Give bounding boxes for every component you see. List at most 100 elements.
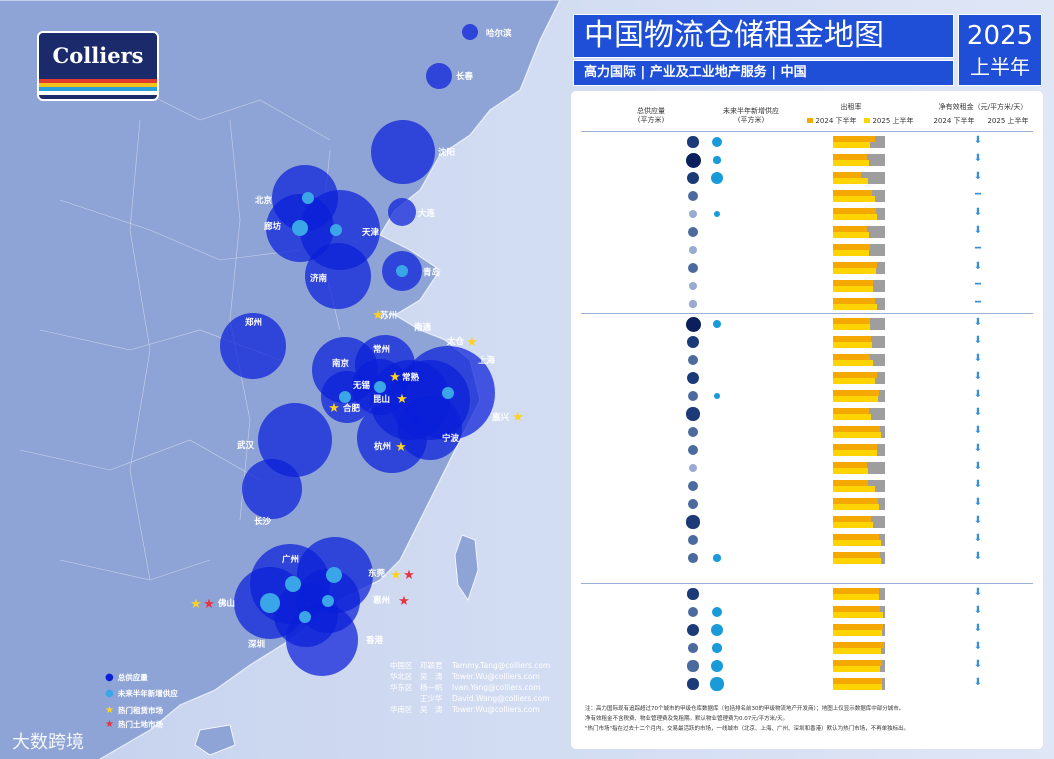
header-occ-cur: 2025 上半年: [861, 117, 917, 126]
city-label: 武汉: [237, 440, 255, 451]
occupancy-bar-cur: [833, 268, 876, 274]
table-row: ⬇: [571, 459, 1043, 477]
new-supply-bubble: [442, 387, 454, 399]
contact-email[interactable]: Tower.Wu@colliers.com: [452, 672, 540, 681]
occupancy-bar-cur: [833, 504, 879, 510]
total-supply-bubble: [426, 63, 452, 89]
contact-email[interactable]: Ivan.Yang@colliers.com: [452, 683, 541, 692]
occupancy-bar-cur: [833, 684, 882, 690]
occupancy-bar-prev: [833, 354, 870, 360]
header-rent-cur: 2025 上半年: [987, 117, 1029, 125]
contact-email[interactable]: Tower.Wu@colliers.com: [452, 705, 540, 714]
city-label: 苏州: [380, 310, 397, 321]
occupancy-bar-prev: [833, 154, 867, 160]
new-supply-bubble: [330, 224, 342, 236]
table-row: ⬇: [571, 477, 1043, 495]
watermark: 大数跨境: [12, 732, 84, 753]
city-label: 南京: [332, 358, 350, 369]
total-supply-dot: [687, 678, 699, 690]
total-supply-dot: [688, 209, 698, 219]
occupancy-bar-prev: [833, 462, 868, 468]
dash-icon: ━: [974, 297, 982, 308]
occupancy-bar-prev: [833, 606, 880, 612]
hot-market-star-icon: ★: [389, 370, 401, 385]
arrow-down-icon: ⬇: [973, 389, 983, 400]
table-row: ⬇: [571, 405, 1043, 423]
dash-icon: ━: [974, 243, 982, 254]
occupancy-bar-prev: [833, 480, 869, 486]
occupancy-bar-prev: [833, 190, 872, 196]
occupancy-bar-prev: [833, 516, 872, 522]
arrow-down-icon: ⬇: [973, 207, 983, 218]
occupancy-bar: [833, 660, 885, 672]
city-label: 常州: [373, 344, 390, 355]
occupancy-bar: [833, 372, 885, 384]
page-subtitle: 高力国际 | 产业及工业地产服务 | 中国: [573, 60, 954, 86]
total-supply-dot: [688, 463, 698, 473]
arrow-down-icon: ⬇: [973, 623, 983, 634]
year-number: 2025: [966, 21, 1034, 51]
table-row: ━: [571, 187, 1043, 205]
arrow-down-icon: ⬇: [973, 425, 983, 436]
legend-marker-icon: ★: [105, 719, 114, 730]
arrow-down-icon: ⬇: [973, 641, 983, 652]
logo-text: Colliers: [52, 43, 144, 68]
group-divider: [581, 583, 1033, 584]
occupancy-bar: [833, 226, 885, 238]
contact-row: 华北区吴 涛 Tower.Wu@colliers.com: [390, 672, 540, 681]
city-label: 合肥: [342, 403, 361, 414]
total-supply-bubble: [371, 120, 435, 184]
total-supply-dot: [685, 316, 701, 332]
total-supply-dot: [687, 588, 699, 600]
hot-market-star-icon: ★: [390, 568, 402, 583]
new-supply-dot: [713, 554, 721, 562]
city-label: 哈尔滨: [486, 28, 512, 39]
new-supply-bubble: [374, 381, 386, 393]
occupancy-bar: [833, 262, 885, 274]
occupancy-bar-cur: [833, 486, 875, 492]
total-supply-dot: [689, 246, 697, 254]
hot-market-star-icon: ★: [203, 597, 215, 612]
occupancy-bar-cur: [833, 450, 877, 456]
new-supply-dot: [710, 623, 724, 637]
hot-market-star-icon: ★: [396, 392, 408, 407]
total-supply-bubble: [388, 198, 416, 226]
header-rent-prev: 2024 下半年: [933, 117, 975, 125]
arrow-down-icon: ⬇: [973, 533, 983, 544]
contact-row: 王少华 David.Wang@colliers.com: [420, 694, 550, 703]
table-row: ⬇: [571, 513, 1043, 531]
occupancy-bar-prev: [833, 534, 880, 540]
occupancy-bar: [833, 462, 885, 474]
group-divider: [581, 131, 1033, 132]
contact-email[interactable]: David.Wang@colliers.com: [452, 694, 550, 703]
new-supply-bubble: [292, 220, 308, 236]
occupancy-bar: [833, 498, 885, 510]
total-supply-dot: [687, 606, 699, 618]
city-label: 宁波: [442, 433, 460, 444]
total-supply-dot: [687, 336, 699, 348]
occupancy-bar-prev: [833, 408, 870, 414]
contact-email[interactable]: Tammy.Tang@colliers.com: [452, 661, 551, 670]
table-row: ━: [571, 277, 1043, 295]
group-divider: [581, 313, 1033, 314]
contact-row: 华东区 杨一帆 Ivan.Yang@colliers.com: [390, 683, 541, 692]
city-label: 郑州: [245, 317, 262, 328]
occupancy-bar-cur: [833, 594, 879, 600]
city-label: 廊坊: [264, 221, 282, 232]
table-row: ⬇: [571, 259, 1043, 277]
new-supply-bubble: [322, 595, 334, 607]
occupancy-bar-prev: [833, 498, 879, 504]
city-label: 佛山: [217, 598, 235, 609]
occupancy-bar-cur: [833, 468, 868, 474]
arrow-down-icon: ⬇: [973, 443, 983, 454]
occupancy-bar-cur: [833, 666, 881, 672]
arrow-down-icon: ⬇: [973, 153, 983, 164]
arrow-down-icon: ⬇: [973, 605, 983, 616]
city-label: 太仓: [446, 336, 465, 347]
occupancy-bar: [833, 642, 885, 654]
occupancy-bar-prev: [833, 136, 875, 142]
new-supply-bubble: [285, 576, 301, 592]
table-row: ⬇: [571, 495, 1043, 513]
city-label: 惠州: [373, 595, 390, 606]
occupancy-bar-cur: [833, 342, 872, 348]
